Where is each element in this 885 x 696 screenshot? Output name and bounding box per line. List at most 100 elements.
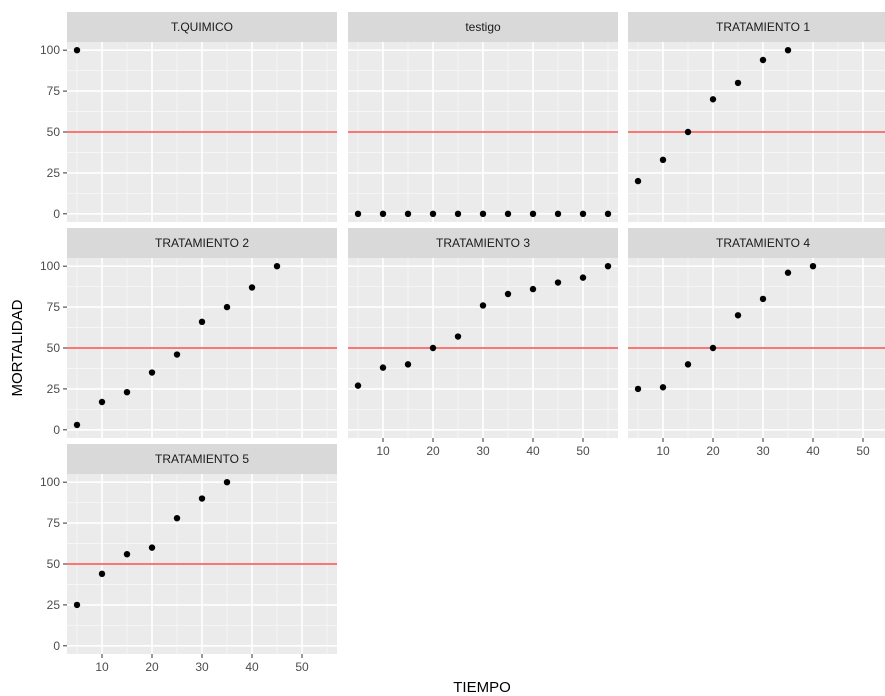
y-tick-label: 100	[40, 475, 60, 489]
data-point	[784, 46, 792, 54]
facet-strip	[348, 228, 618, 258]
data-point	[379, 210, 387, 218]
facet-strip-label: TRATAMIENTO 1	[716, 20, 810, 34]
data-point	[354, 210, 362, 218]
panel-tratamiento-3: TRATAMIENTO 3	[348, 228, 618, 438]
facet-strip	[628, 12, 885, 42]
y-tick-label: 0	[53, 207, 60, 221]
facet-strip-label: TRATAMIENTO 2	[155, 236, 249, 250]
data-point	[454, 333, 462, 340]
data-point	[529, 285, 537, 293]
data-point	[709, 96, 717, 103]
data-point	[73, 46, 81, 54]
data-point	[173, 514, 181, 522]
data-point	[429, 344, 437, 352]
panel-t-quimico: T.QUIMICO	[67, 12, 337, 222]
panel-tratamiento-2: TRATAMIENTO 2	[67, 228, 337, 438]
data-point	[223, 303, 231, 311]
x-tick-label: 40	[245, 660, 259, 674]
y-tick-label: 25	[47, 382, 61, 396]
data-point	[604, 262, 612, 270]
data-point	[454, 210, 462, 218]
data-point	[554, 279, 562, 286]
data-point	[734, 79, 742, 87]
x-tick-label: 50	[856, 444, 870, 458]
x-tick-label: 10	[376, 444, 390, 458]
x-tick-label: 30	[195, 660, 209, 674]
facet-strip-label: T.QUIMICO	[171, 20, 233, 34]
y-tick-label: 0	[53, 423, 60, 437]
y-tick-label: 75	[47, 300, 61, 314]
data-point	[504, 210, 512, 218]
x-tick-label: 40	[526, 444, 540, 458]
data-point	[354, 382, 362, 389]
facet-strip	[67, 12, 337, 42]
panels-layer: T.QUIMICO testigo TRATAMIENTO 1 TRATAMIENTO…	[67, 12, 885, 654]
x-tick-label: 30	[756, 444, 770, 458]
facet-strip	[67, 444, 337, 474]
panel-tratamiento-4: TRATAMIENTO 4	[628, 228, 885, 438]
x-tick-label: 50	[576, 444, 590, 458]
facet-strip-label: testigo	[465, 20, 501, 34]
y-tick-label: 100	[40, 43, 60, 57]
data-point	[659, 384, 667, 391]
data-point	[479, 210, 487, 218]
data-point	[709, 344, 717, 352]
data-point	[809, 262, 817, 270]
data-point	[73, 601, 81, 609]
y-tick-label: 50	[47, 557, 61, 571]
data-point	[198, 318, 206, 326]
y-tick-label: 75	[47, 516, 61, 530]
data-point	[604, 210, 612, 218]
x-tick-label: 10	[95, 660, 109, 674]
data-point	[98, 570, 106, 578]
data-point	[759, 295, 767, 303]
panel-testigo: testigo	[348, 12, 618, 222]
facet-strip-label: TRATAMIENTO 5	[155, 452, 249, 466]
data-point	[123, 550, 131, 558]
data-point	[173, 351, 181, 358]
facet-strip-label: TRATAMIENTO 4	[716, 236, 810, 250]
panel-tratamiento-1: TRATAMIENTO 1	[628, 12, 885, 222]
data-point	[223, 478, 231, 486]
x-tick-label: 10	[656, 444, 670, 458]
data-point	[504, 290, 512, 298]
data-point	[148, 369, 156, 376]
x-axis-title: TIEMPO	[453, 679, 511, 696]
data-point	[579, 210, 587, 218]
x-tick-label: 40	[806, 444, 820, 458]
data-point	[248, 284, 256, 291]
data-point	[123, 388, 131, 396]
data-point	[148, 544, 156, 551]
y-tick-label: 100	[40, 259, 60, 273]
y-tick-label: 25	[47, 166, 61, 180]
data-point	[734, 312, 742, 319]
data-point	[429, 210, 437, 218]
data-point	[479, 302, 487, 309]
facet-strip-label: TRATAMIENTO 3	[436, 236, 530, 250]
y-tick-label: 75	[47, 84, 61, 98]
x-tick-label: 20	[426, 444, 440, 458]
facet-strip	[67, 228, 337, 258]
data-point	[198, 495, 206, 502]
data-point	[579, 274, 587, 281]
data-point	[684, 128, 692, 136]
data-point	[759, 56, 767, 64]
data-point	[634, 385, 642, 393]
data-point	[404, 210, 412, 218]
data-point	[379, 364, 387, 371]
data-point	[684, 361, 692, 368]
x-tick-label: 20	[706, 444, 720, 458]
y-tick-label: 50	[47, 341, 61, 355]
data-point	[73, 421, 81, 429]
facet-strip	[628, 228, 885, 258]
y-tick-label: 50	[47, 125, 61, 139]
y-tick-label: 0	[53, 639, 60, 653]
data-point	[273, 262, 281, 270]
y-tick-label: 25	[47, 598, 61, 612]
data-point	[529, 210, 537, 218]
data-point	[98, 398, 106, 406]
data-point	[404, 361, 412, 368]
